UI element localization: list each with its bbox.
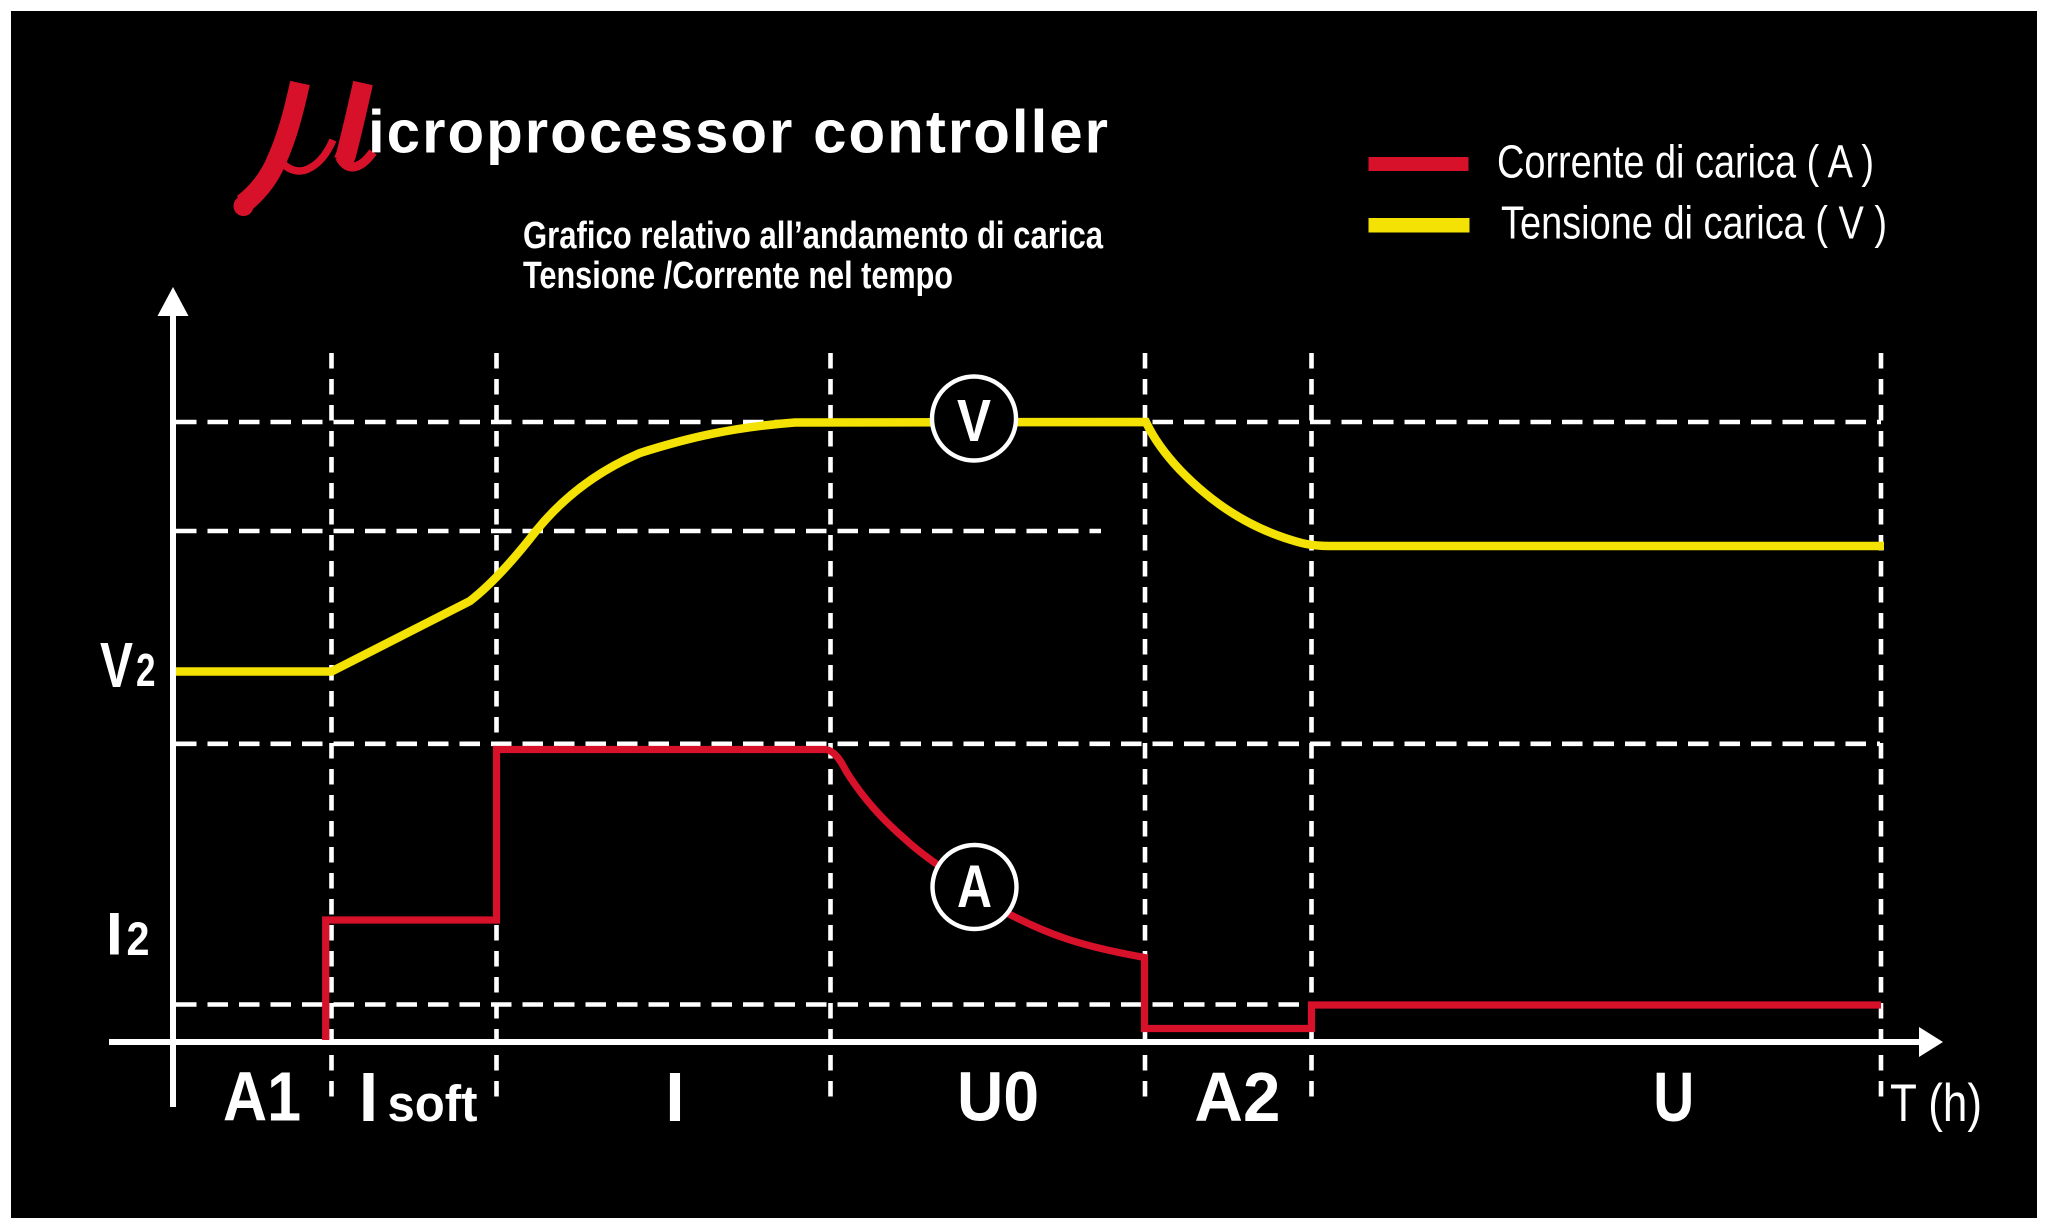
svg-text:soft: soft bbox=[388, 1075, 478, 1132]
svg-text:Tensione di carica ( V ): Tensione di carica ( V ) bbox=[1501, 197, 1887, 249]
svg-text:icroprocessor controller: icroprocessor controller bbox=[368, 99, 1108, 166]
svg-text:2: 2 bbox=[127, 912, 150, 965]
svg-text:2: 2 bbox=[136, 644, 156, 696]
svg-text:A: A bbox=[957, 853, 992, 920]
svg-text:V: V bbox=[100, 629, 133, 701]
svg-text:A2: A2 bbox=[1194, 1058, 1280, 1136]
svg-text:T (h): T (h) bbox=[1890, 1074, 1982, 1133]
svg-text:I: I bbox=[359, 1058, 378, 1136]
svg-text:I: I bbox=[106, 901, 123, 968]
svg-text:Grafico relativo all’andamento: Grafico relativo all’andamento di carica bbox=[523, 215, 1104, 257]
svg-text:A1: A1 bbox=[223, 1058, 301, 1136]
svg-text:U0: U0 bbox=[957, 1058, 1039, 1136]
svg-text:Corrente di carica ( A ): Corrente di carica ( A ) bbox=[1497, 136, 1874, 188]
svg-text:Tensione /Corrente nel tempo: Tensione /Corrente nel tempo bbox=[523, 255, 953, 297]
svg-text:V: V bbox=[957, 388, 991, 454]
svg-text:U: U bbox=[1653, 1058, 1694, 1136]
svg-text:I: I bbox=[665, 1058, 684, 1136]
